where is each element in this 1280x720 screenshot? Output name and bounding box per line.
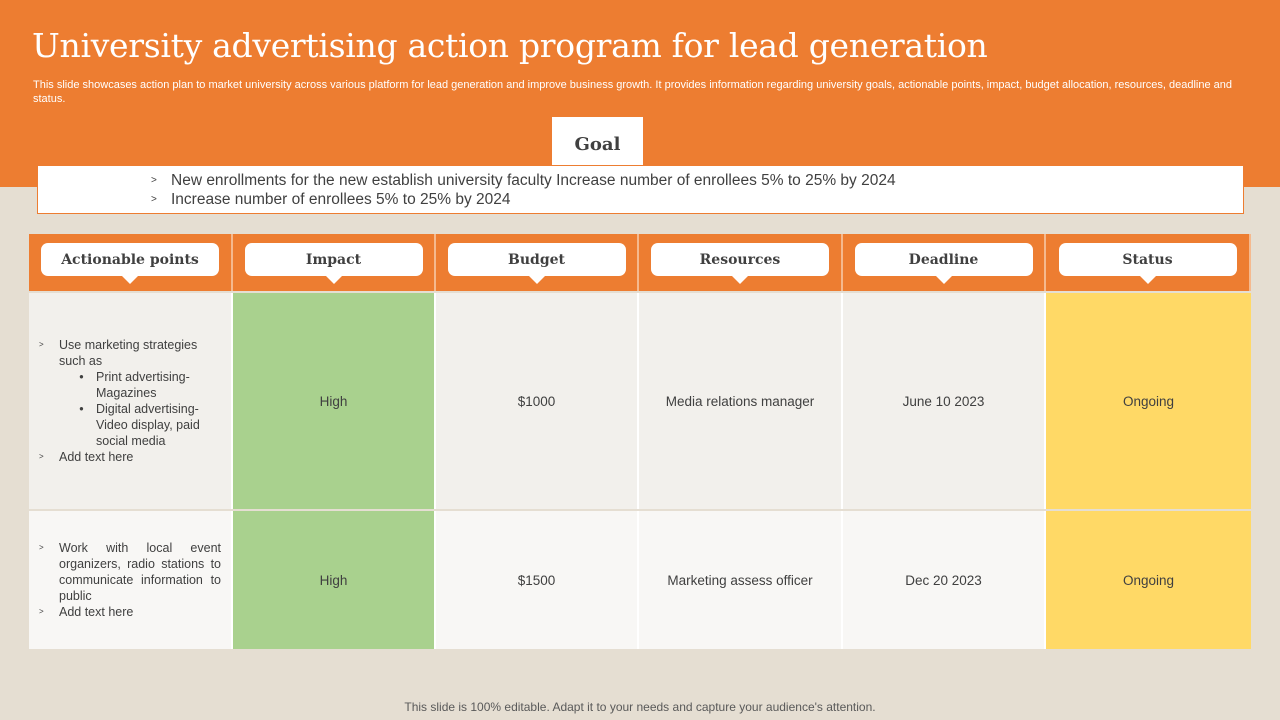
- header-cell-status: Status: [1046, 234, 1251, 291]
- header-cell-actionable-points: Actionable points: [29, 234, 233, 291]
- slide-title: University advertising action program fo…: [32, 26, 988, 65]
- actionable-points-cell: > Work with local event organizers, radio…: [29, 511, 233, 649]
- header-cell-budget: Budget: [436, 234, 639, 291]
- impact-cell: High: [233, 511, 436, 649]
- arrow-bullet-icon: >: [39, 543, 44, 552]
- resources-cell: Marketing assess officer: [639, 511, 843, 649]
- goal-box: > New enrollments for the new establish …: [37, 165, 1244, 214]
- header-label: Budget: [447, 243, 626, 284]
- header-label: Impact: [244, 243, 423, 284]
- header-label: Actionable points: [41, 243, 219, 284]
- deadline-cell: Dec 20 2023: [843, 511, 1046, 649]
- budget-cell: $1500: [436, 511, 639, 649]
- dot-bullet-icon: •: [79, 370, 84, 384]
- slide-subtitle: This slide showcases action plan to mark…: [33, 79, 1233, 105]
- arrow-bullet-icon: >: [39, 340, 44, 349]
- deadline-cell: June 10 2023: [843, 293, 1046, 509]
- action-subpoint: Print advertising- Magazines: [96, 370, 190, 400]
- arrow-bullet-icon: >: [39, 607, 44, 616]
- action-subpoint: Digital advertising- Video display, paid…: [96, 402, 200, 448]
- goal-item-text: Increase number of enrollees 5% to 25% b…: [171, 191, 511, 208]
- actionable-points-cell: > Use marketing strategies such as • Print…: [29, 293, 233, 509]
- goal-tab: Goal: [552, 117, 643, 166]
- action-point: Work with local event organizers, radio …: [59, 541, 221, 603]
- action-point: Add text here: [59, 605, 134, 619]
- header-label: Status: [1058, 243, 1237, 284]
- dot-bullet-icon: •: [79, 402, 84, 416]
- goal-item-text: New enrollments for the new establish un…: [171, 172, 896, 189]
- header-cell-impact: Impact: [233, 234, 436, 291]
- action-point: Use marketing strategies such as: [59, 338, 198, 368]
- budget-cell: $1000: [436, 293, 639, 509]
- header-label: Resources: [651, 243, 829, 284]
- header-cell-deadline: Deadline: [843, 234, 1046, 291]
- status-cell: Ongoing: [1046, 511, 1251, 649]
- header-label: Deadline: [854, 243, 1033, 284]
- impact-cell: High: [233, 293, 436, 509]
- arrow-bullet-icon: >: [151, 175, 157, 186]
- goal-item: > New enrollments for the new establish …: [151, 171, 1243, 190]
- header-cell-resources: Resources: [639, 234, 843, 291]
- action-plan-table: Actionable points Impact Budget Resource…: [29, 234, 1251, 650]
- footer-note: This slide is 100% editable. Adapt it to…: [404, 700, 876, 714]
- arrow-bullet-icon: >: [39, 452, 44, 461]
- arrow-bullet-icon: >: [151, 194, 157, 205]
- resources-cell: Media relations manager: [639, 293, 843, 509]
- action-point: Add text here: [59, 450, 134, 464]
- goal-item: > Increase number of enrollees 5% to 25%…: [151, 190, 1243, 209]
- status-cell: Ongoing: [1046, 293, 1251, 509]
